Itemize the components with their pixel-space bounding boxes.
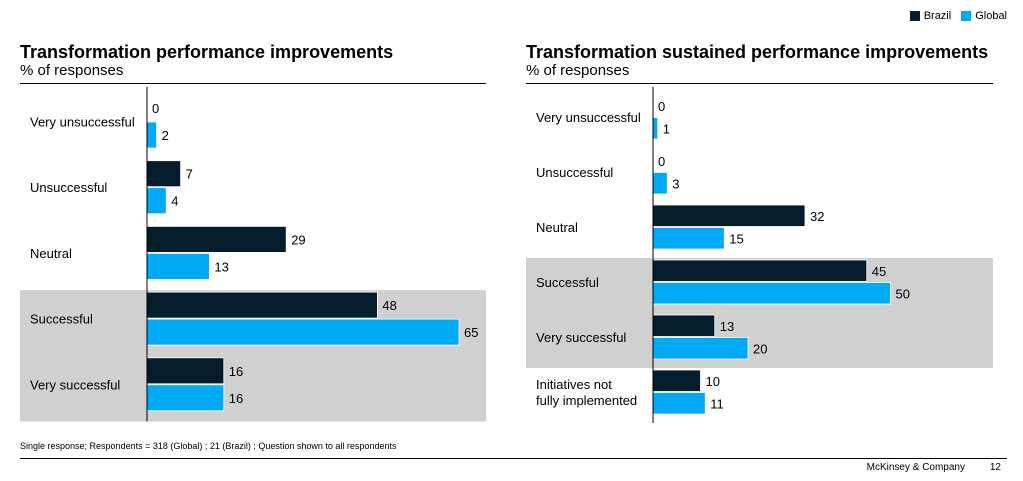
data-label-brazil-neutral: 29	[291, 232, 305, 247]
data-label-global-very-unsuccessful: 1	[663, 121, 670, 136]
chart-panel-sustained: Transformation sustained performance imp…	[526, 42, 993, 427]
title-rule	[526, 83, 993, 84]
category-label-unsuccessful: Unsuccessful	[30, 180, 107, 195]
legend-swatch-brazil	[909, 11, 920, 21]
footer-rule	[20, 458, 1007, 459]
data-label-global-successful: 65	[464, 325, 478, 340]
data-label-brazil-unsuccessful: 7	[186, 167, 193, 182]
category-label-very-successful: Very successful	[536, 330, 626, 345]
data-label-global-initiatives-not-fully-implemented: 11	[710, 396, 724, 411]
data-label-brazil-very-unsuccessful: 0	[152, 101, 159, 116]
data-label-brazil-unsuccessful: 0	[658, 154, 665, 169]
bar-brazil-successful	[652, 259, 868, 282]
chart-subtitle: % of responses	[20, 62, 124, 79]
bar-brazil-successful	[146, 291, 378, 319]
legend-item-global: Global	[961, 10, 1007, 22]
bar-global-very-successful	[146, 384, 225, 412]
data-label-global-successful: 50	[896, 286, 910, 301]
bar-global-very-unsuccessful	[146, 121, 158, 149]
chart-panel-performance: Transformation performance improvements …	[20, 42, 486, 427]
category-label-neutral: Neutral	[536, 220, 578, 235]
bar-brazil-very-successful	[652, 314, 716, 337]
data-label-global-very-unsuccessful: 2	[162, 128, 169, 143]
chart-title: Transformation performance improvements	[20, 42, 394, 62]
legend-label-brazil: Brazil	[923, 10, 952, 22]
category-label-successful: Successful	[536, 275, 599, 290]
category-label-line: Initiatives not	[536, 377, 612, 392]
category-label-very-successful: Very successful	[30, 377, 120, 392]
category-label-very-unsuccessful: Very unsuccessful	[30, 115, 135, 130]
bar-brazil-neutral	[652, 204, 806, 227]
data-label-global-neutral: 15	[729, 231, 743, 246]
category-label-initiatives-not-fully-implemented: Initiatives not fully implemented	[536, 377, 637, 408]
data-label-global-very-successful: 16	[229, 391, 243, 406]
brand-name: McKinsey & Company	[866, 462, 965, 473]
chart-title: Transformation sustained performance imp…	[526, 42, 989, 62]
data-label-brazil-successful: 45	[872, 264, 886, 279]
bar-global-successful	[652, 282, 891, 305]
title-rule	[20, 83, 486, 84]
bar-brazil-unsuccessful	[146, 160, 181, 188]
category-label-line: fully implemented	[536, 393, 637, 408]
data-label-global-neutral: 13	[214, 259, 228, 274]
bar-brazil-very-successful	[146, 357, 225, 385]
bar-global-very-successful	[652, 337, 749, 360]
category-label-successful: Successful	[30, 312, 93, 327]
bar-brazil-initiatives-not-fully-implemented	[652, 369, 701, 392]
legend-item-brazil: Brazil	[909, 10, 952, 22]
data-label-brazil-successful: 48	[382, 298, 396, 313]
data-label-brazil-very-unsuccessful: 0	[658, 99, 665, 114]
bar-global-neutral	[146, 252, 210, 280]
category-label-very-unsuccessful: Very unsuccessful	[536, 110, 641, 125]
bar-global-initiatives-not-fully-implemented	[652, 392, 706, 415]
data-label-global-unsuccessful: 4	[171, 194, 178, 209]
category-label-unsuccessful: Unsuccessful	[536, 165, 613, 180]
footnote: Single response; Respondents = 318 (Glob…	[20, 441, 397, 451]
data-label-brazil-very-successful: 16	[229, 364, 243, 379]
bar-global-successful	[146, 318, 460, 346]
bar-chart-sustained: Very unsuccessful01Unsuccessful03Neutral…	[526, 87, 993, 423]
bar-brazil-neutral	[146, 225, 287, 253]
data-label-brazil-neutral: 32	[810, 209, 824, 224]
chart-subtitle: % of responses	[526, 62, 630, 79]
legend-swatch-global	[961, 11, 972, 21]
bar-chart-performance: Very unsuccessful 02 Unsuccessful 74 Neutral…	[20, 87, 486, 422]
page-number: 12	[989, 462, 1001, 473]
category-label-neutral: Neutral	[30, 246, 72, 261]
bar-global-unsuccessful	[146, 187, 167, 215]
bar-global-very-unsuccessful	[652, 117, 659, 140]
data-label-global-unsuccessful: 3	[672, 176, 679, 191]
data-label-global-very-successful: 20	[753, 341, 767, 356]
data-label-brazil-initiatives-not-fully-implemented: 10	[706, 374, 720, 389]
data-label-brazil-very-successful: 13	[720, 319, 734, 334]
bar-global-neutral	[652, 227, 725, 250]
bar-global-unsuccessful	[652, 172, 668, 195]
legend: Brazil Global	[900, 10, 1007, 22]
legend-label-global: Global	[975, 10, 1007, 22]
